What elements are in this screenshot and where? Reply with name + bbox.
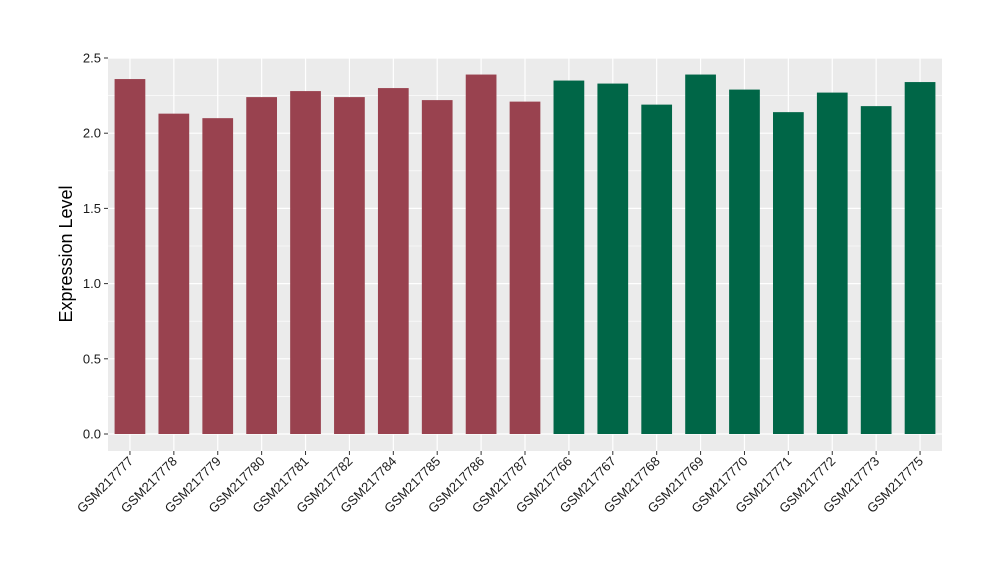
bar-gsm217786 (465, 74, 497, 434)
bar-gsm217769 (685, 74, 716, 434)
bars (114, 74, 936, 435)
bar-gsm217767 (597, 83, 629, 435)
bar-gsm217770 (729, 89, 760, 435)
bar-gsm217785 (421, 100, 453, 434)
y-tick-label: 0.5 (83, 351, 101, 366)
bar-gsm217772 (816, 92, 848, 434)
bar-gsm217780 (246, 97, 277, 434)
y-tick-label: 1.5 (83, 201, 101, 216)
bar-gsm217781 (290, 91, 321, 434)
y-axis: 0.0 0.5 1.0 1.5 2.0 2.5 (83, 51, 108, 442)
bar-gsm217771 (773, 112, 804, 435)
bar-gsm217766 (553, 80, 585, 434)
x-axis: GSM217777GSM217778GSM217779GSM217780GSM2… (74, 451, 926, 516)
bar-gsm217768 (641, 104, 673, 435)
bar-gsm217779 (202, 118, 234, 434)
bar-gsm217782 (334, 97, 365, 434)
y-tick-label: 2.0 (83, 126, 101, 141)
y-tick-label: 0.0 (83, 427, 101, 442)
bar-gsm217773 (860, 106, 892, 435)
bar-gsm217787 (509, 101, 541, 434)
bar-gsm217777 (114, 79, 146, 434)
bar-gsm217775 (904, 82, 936, 435)
y-tick-label: 1.0 (83, 276, 101, 291)
bar-gsm217784 (377, 88, 409, 434)
y-axis-title: Expression Level (56, 185, 76, 322)
bar-gsm217778 (158, 113, 190, 434)
y-tick-label: 2.5 (83, 51, 101, 66)
